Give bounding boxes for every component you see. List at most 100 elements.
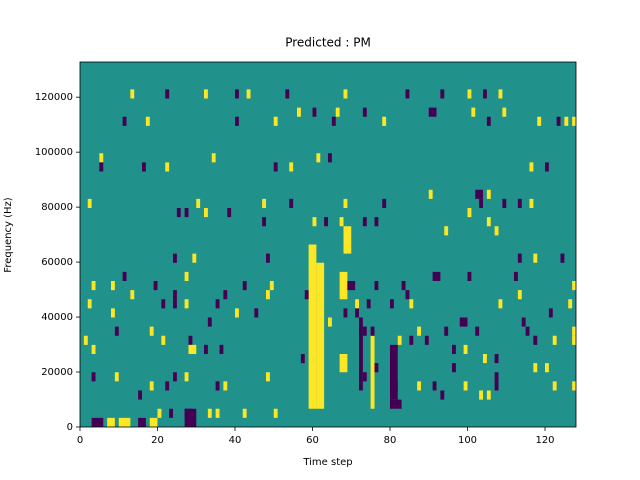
heatmap-cell <box>347 281 356 291</box>
heatmap-cell <box>308 244 317 409</box>
heatmap-cell <box>548 308 553 318</box>
x-axis-label: Time step <box>302 457 352 468</box>
heatmap-cell <box>409 335 414 345</box>
x-tick-label: 20 <box>151 435 164 446</box>
heatmap-cell <box>235 308 239 318</box>
heatmap-cell <box>424 335 429 345</box>
heatmap-cell <box>494 372 499 382</box>
heatmap-cell <box>370 335 375 409</box>
heatmap-cell <box>204 89 208 99</box>
heatmap-cell <box>467 89 472 99</box>
heatmap-cell <box>184 372 189 382</box>
heatmap-cell <box>366 299 371 309</box>
heatmap-cell <box>153 281 158 291</box>
heatmap-cell <box>273 116 278 126</box>
heatmap-cell <box>145 116 150 126</box>
heatmap-cell <box>409 299 414 309</box>
heatmap-cell <box>184 208 189 218</box>
heatmap-cell <box>242 281 247 291</box>
heatmap-cell <box>91 344 96 354</box>
heatmap-cell <box>401 281 406 291</box>
heatmap-cell <box>556 116 561 126</box>
heatmap-cell <box>517 290 522 300</box>
heatmap-cell <box>235 116 239 126</box>
heatmap-cell <box>207 408 212 418</box>
heatmap-cell <box>467 208 472 218</box>
heatmap-cell <box>572 381 576 391</box>
heatmap-cell <box>362 107 367 117</box>
heatmap-cell <box>118 417 131 427</box>
heatmap-cell <box>331 116 336 126</box>
heatmap-cell <box>114 372 119 382</box>
heatmap-cell <box>157 408 162 418</box>
heatmap-cell <box>479 390 483 400</box>
heatmap-cell <box>138 390 142 400</box>
heatmap-cell <box>479 198 483 208</box>
heatmap-cell <box>273 162 278 172</box>
heatmap-cell <box>215 381 220 391</box>
chart-title: Predicted : PM <box>285 36 371 50</box>
heatmap-cell <box>486 390 491 400</box>
heatmap-cell <box>498 89 503 99</box>
y-tick-label: 100000 <box>35 147 73 158</box>
heatmap-cell <box>343 198 348 208</box>
heatmap-cell <box>452 344 456 354</box>
heatmap-cell <box>444 226 449 236</box>
heatmap-cell <box>463 381 468 391</box>
heatmap-cell <box>122 116 127 126</box>
heatmap-cell <box>405 290 410 300</box>
heatmap-cell <box>273 408 278 418</box>
heatmap-cell <box>242 408 247 418</box>
heatmap-cell <box>215 299 220 309</box>
heatmap-cell <box>452 363 456 373</box>
heatmap-cell <box>312 217 317 227</box>
heatmap-cell <box>219 344 224 354</box>
x-tick-label: 0 <box>77 435 83 446</box>
heatmap-cell <box>285 89 290 99</box>
heatmap-cell <box>204 344 208 354</box>
heatmap-cell <box>130 89 135 99</box>
heatmap-cell <box>339 271 348 300</box>
heatmap-cell <box>359 317 363 391</box>
heatmap-cell <box>246 89 251 99</box>
heatmap-cell <box>343 308 348 318</box>
heatmap-cell <box>173 299 177 309</box>
heatmap-cell <box>440 390 445 400</box>
heatmap-background <box>80 62 576 427</box>
heatmap-cell <box>122 271 127 281</box>
heatmap-cell <box>138 417 146 427</box>
heatmap-cell <box>149 326 154 336</box>
heatmap-cell <box>459 317 468 327</box>
heatmap-cell <box>362 326 367 336</box>
heatmap-cell <box>111 281 115 291</box>
heatmap-cell <box>405 89 410 99</box>
heatmap-cell <box>328 317 332 327</box>
heatmap-cell <box>502 198 507 208</box>
heatmap-cell <box>362 217 367 227</box>
heatmap-cell <box>184 271 189 281</box>
heatmap-cell <box>471 107 476 117</box>
heatmap-cell <box>486 116 491 126</box>
heatmap-cell <box>397 335 402 345</box>
heatmap-cell <box>316 153 321 163</box>
heatmap-cell <box>235 89 239 99</box>
x-tick-label: 120 <box>535 435 554 446</box>
heatmap-cell <box>130 290 135 300</box>
heatmap-cell <box>572 116 576 126</box>
heatmap-cell <box>432 271 441 281</box>
heatmap-cell <box>393 381 398 391</box>
y-axis-label: Frequency (Hz) <box>3 197 14 273</box>
heatmap-cell <box>173 372 177 382</box>
heatmap-cell <box>165 89 170 99</box>
heatmap-cell <box>335 107 340 117</box>
heatmap-cell <box>374 217 379 227</box>
heatmap-cell <box>269 281 274 291</box>
heatmap-cell <box>517 253 522 263</box>
heatmap-cell <box>560 253 565 263</box>
heatmap-cell <box>161 335 166 345</box>
heatmap-cell <box>304 290 309 300</box>
heatmap-cell <box>297 107 301 117</box>
heatmap-cell <box>324 217 328 227</box>
heatmap-cell <box>312 107 317 117</box>
